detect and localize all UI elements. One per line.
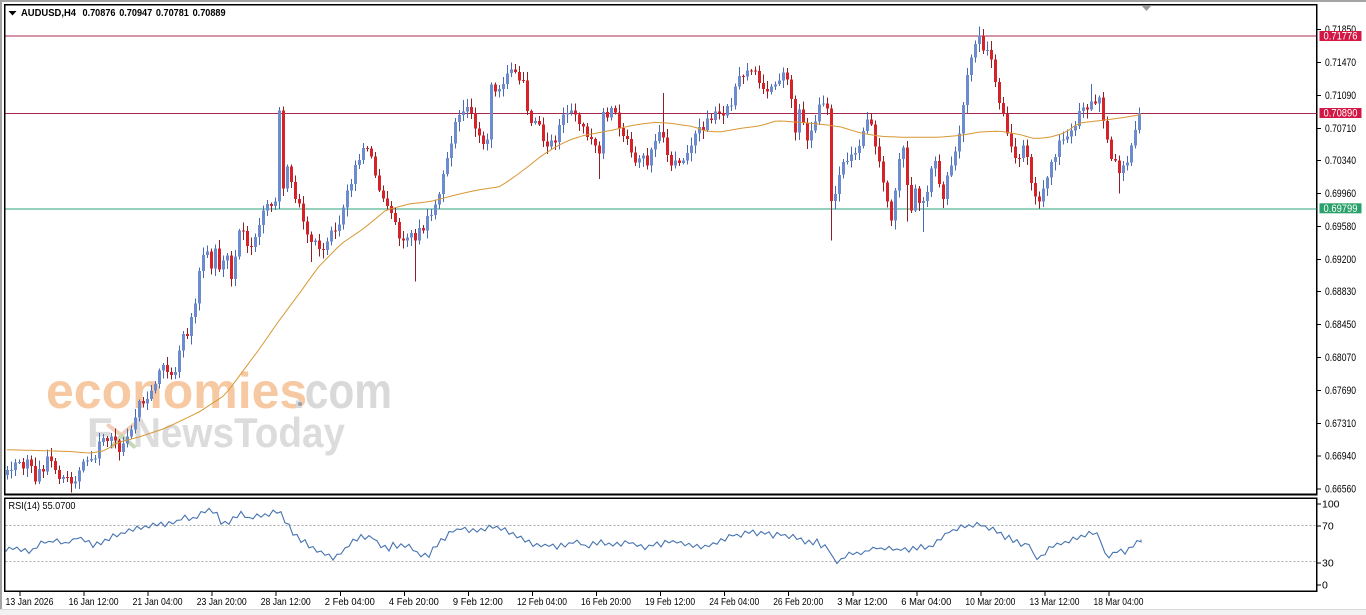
svg-text:.com: .com [293, 363, 392, 419]
svg-text:9 Feb 12:00: 9 Feb 12:00 [453, 596, 503, 608]
svg-text:0.70710: 0.70710 [1325, 123, 1356, 135]
svg-text:0.66940: 0.66940 [1325, 450, 1356, 462]
svg-text:0.70947: 0.70947 [119, 7, 152, 19]
svg-text:26 Feb 20:00: 26 Feb 20:00 [773, 596, 823, 608]
svg-text:AUDUSD,H4: AUDUSD,H4 [21, 7, 76, 19]
svg-text:0.70876: 0.70876 [83, 7, 116, 19]
svg-text:70: 70 [1322, 520, 1334, 532]
svg-text:12 Feb 04:00: 12 Feb 04:00 [517, 596, 567, 608]
svg-text:2 Feb 04:00: 2 Feb 04:00 [325, 596, 375, 608]
svg-text:28 Jan 12:00: 28 Jan 12:00 [261, 596, 311, 608]
svg-text:0.70889: 0.70889 [193, 7, 226, 19]
svg-text:0.69200: 0.69200 [1325, 254, 1356, 266]
svg-text:0.67310: 0.67310 [1325, 418, 1356, 430]
svg-text:21 Jan 04:00: 21 Jan 04:00 [133, 596, 183, 608]
svg-text:100: 100 [1322, 499, 1340, 511]
svg-text:6 Mar 04:00: 6 Mar 04:00 [901, 596, 951, 608]
svg-text:4 Feb 20:00: 4 Feb 20:00 [389, 596, 439, 608]
svg-text:0.70340: 0.70340 [1325, 155, 1356, 167]
svg-text:10 Mar 20:00: 10 Mar 20:00 [965, 596, 1015, 608]
svg-text:3 Mar 12:00: 3 Mar 12:00 [837, 596, 887, 608]
svg-text:24 Feb 04:00: 24 Feb 04:00 [709, 596, 759, 608]
svg-text:30: 30 [1322, 558, 1334, 570]
svg-text:0.70890: 0.70890 [1324, 108, 1358, 120]
svg-text:0.67690: 0.67690 [1325, 385, 1356, 397]
svg-text:19 Feb 12:00: 19 Feb 12:00 [645, 596, 695, 608]
svg-text:0.71776: 0.71776 [1324, 31, 1358, 43]
svg-text:18 Mar 04:00: 18 Mar 04:00 [1094, 596, 1144, 608]
svg-text:NewsToday: NewsToday [133, 409, 346, 456]
svg-text:0: 0 [1322, 579, 1328, 591]
svg-text:16 Feb 20:00: 16 Feb 20:00 [581, 596, 631, 608]
svg-text:RSI(14) 55.0700: RSI(14) 55.0700 [9, 500, 76, 512]
svg-text:13 Jan 2026: 13 Jan 2026 [6, 596, 54, 608]
svg-text:0.68450: 0.68450 [1325, 319, 1356, 331]
svg-text:16 Jan 12:00: 16 Jan 12:00 [69, 596, 119, 608]
svg-text:0.68070: 0.68070 [1325, 352, 1356, 364]
svg-text:0.68830: 0.68830 [1325, 286, 1356, 298]
svg-text:0.69799: 0.69799 [1324, 203, 1358, 215]
svg-text:0.69580: 0.69580 [1325, 221, 1356, 233]
svg-text:0.70781: 0.70781 [156, 7, 189, 19]
svg-text:0.71470: 0.71470 [1325, 57, 1356, 69]
svg-text:0.66560: 0.66560 [1325, 483, 1356, 495]
svg-text:0.71090: 0.71090 [1325, 90, 1356, 102]
svg-text:13 Mar 12:00: 13 Mar 12:00 [1030, 596, 1080, 608]
svg-text:23 Jan 20:00: 23 Jan 20:00 [197, 596, 247, 608]
svg-text:0.69960: 0.69960 [1325, 188, 1356, 200]
